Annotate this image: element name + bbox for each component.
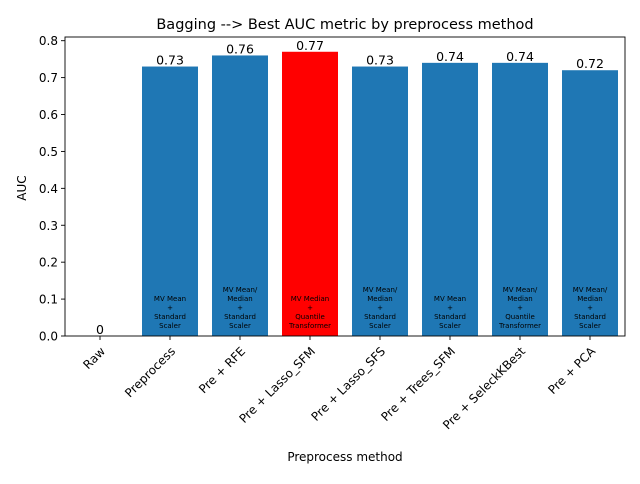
x-tick-label: Pre + RFE	[196, 344, 248, 396]
bar-annotation-line: Scaler	[369, 322, 391, 330]
value-labels-group: 0 0.73 0.76 0.77 0.73 0.74 0.74 0.72	[96, 38, 604, 337]
chart-title: Bagging --> Best AUC metric by preproces…	[156, 17, 533, 33]
bar-5	[422, 62, 478, 336]
y-tick-label: 0.5	[39, 145, 58, 159]
bar-annotation-line: MV Mean/	[573, 286, 608, 294]
bar-annotation-line: Median	[507, 295, 532, 303]
x-tick-label: Pre + Trees_SFM	[378, 344, 458, 424]
bar-annotation-line: MV Mean	[434, 295, 466, 303]
value-label: 0	[96, 322, 104, 337]
value-label: 0.76	[226, 41, 254, 56]
bar-annotation-line: +	[517, 304, 523, 312]
bar-annotation-line: MV Mean/	[363, 286, 398, 294]
bar-annotation-line: Quantile	[295, 313, 325, 321]
value-label: 0.73	[156, 53, 184, 68]
x-axis-label: Preprocess method	[287, 450, 402, 464]
bar-annotation-line: Transformer	[288, 322, 331, 330]
value-label: 0.73	[366, 53, 394, 68]
bar-6	[492, 62, 548, 336]
value-label: 0.72	[576, 56, 604, 71]
bar-annotation-line: +	[307, 304, 313, 312]
bar-3	[282, 51, 338, 336]
bar-annotation-line: Standard	[154, 313, 186, 321]
value-label: 0.77	[296, 38, 324, 53]
bar-annotation-line: +	[237, 304, 243, 312]
bar-4	[352, 66, 408, 337]
y-axis: 0.0 0.1 0.2 0.3 0.4 0.5 0.6 0.7 0.8	[39, 34, 65, 344]
bar-annotation-line: MV Mean/	[223, 286, 258, 294]
bar-1	[142, 66, 198, 337]
bar-annotation-line: Scaler	[159, 322, 181, 330]
bar-annotation-line: Scaler	[439, 322, 461, 330]
x-tick-label: Pre + PCA	[545, 344, 598, 397]
y-tick-label: 0.7	[39, 71, 58, 85]
bar-annotation-line: +	[377, 304, 383, 312]
plot-frame	[64, 36, 626, 337]
bar-annotation-line: Transformer	[498, 322, 541, 330]
bar-annotation-line: MV Mean/	[503, 286, 538, 294]
bar-annotation-line: Standard	[574, 313, 606, 321]
bar-2	[212, 55, 268, 337]
value-label: 0.74	[436, 49, 464, 64]
bar-annotation-line: Median	[367, 295, 392, 303]
bar-annotation-line: Quantile	[505, 313, 535, 321]
bar-annotation-line: +	[167, 304, 173, 312]
x-tick-label: Pre + Lasso_SFS	[309, 344, 389, 424]
bar-annotation-line: Standard	[224, 313, 256, 321]
bar-annotation-line: Scaler	[229, 322, 251, 330]
x-tick-label: Preprocess	[122, 344, 178, 400]
bar-annotation-line: +	[587, 304, 593, 312]
y-axis-label: AUC	[15, 175, 29, 200]
y-tick-label: 0.2	[39, 256, 58, 270]
bar-annotation-line: Median	[577, 295, 602, 303]
y-tick-label: 0.8	[39, 34, 58, 48]
bar-annotation-line: Scaler	[579, 322, 601, 330]
x-tick-label: Raw	[80, 344, 108, 372]
x-tick-label: Pre + Lasso_SFM	[236, 344, 318, 426]
bar-7	[562, 70, 618, 336]
y-tick-label: 0.0	[39, 330, 58, 344]
y-tick-label: 0.1	[39, 293, 58, 307]
bar-annotation-line: MV Mean	[154, 295, 186, 303]
bar-annotation-line: Standard	[434, 313, 466, 321]
bar-annotation-line: Standard	[364, 313, 396, 321]
value-label: 0.74	[506, 49, 534, 64]
y-tick-label: 0.4	[39, 182, 58, 196]
bars-group	[142, 51, 618, 337]
y-tick-label: 0.3	[39, 219, 58, 233]
bar-annotation-line: +	[447, 304, 453, 312]
y-tick-label: 0.6	[39, 108, 58, 122]
bar-annotation-line: MV Median	[291, 295, 330, 303]
bar-annotation-line: Median	[227, 295, 252, 303]
